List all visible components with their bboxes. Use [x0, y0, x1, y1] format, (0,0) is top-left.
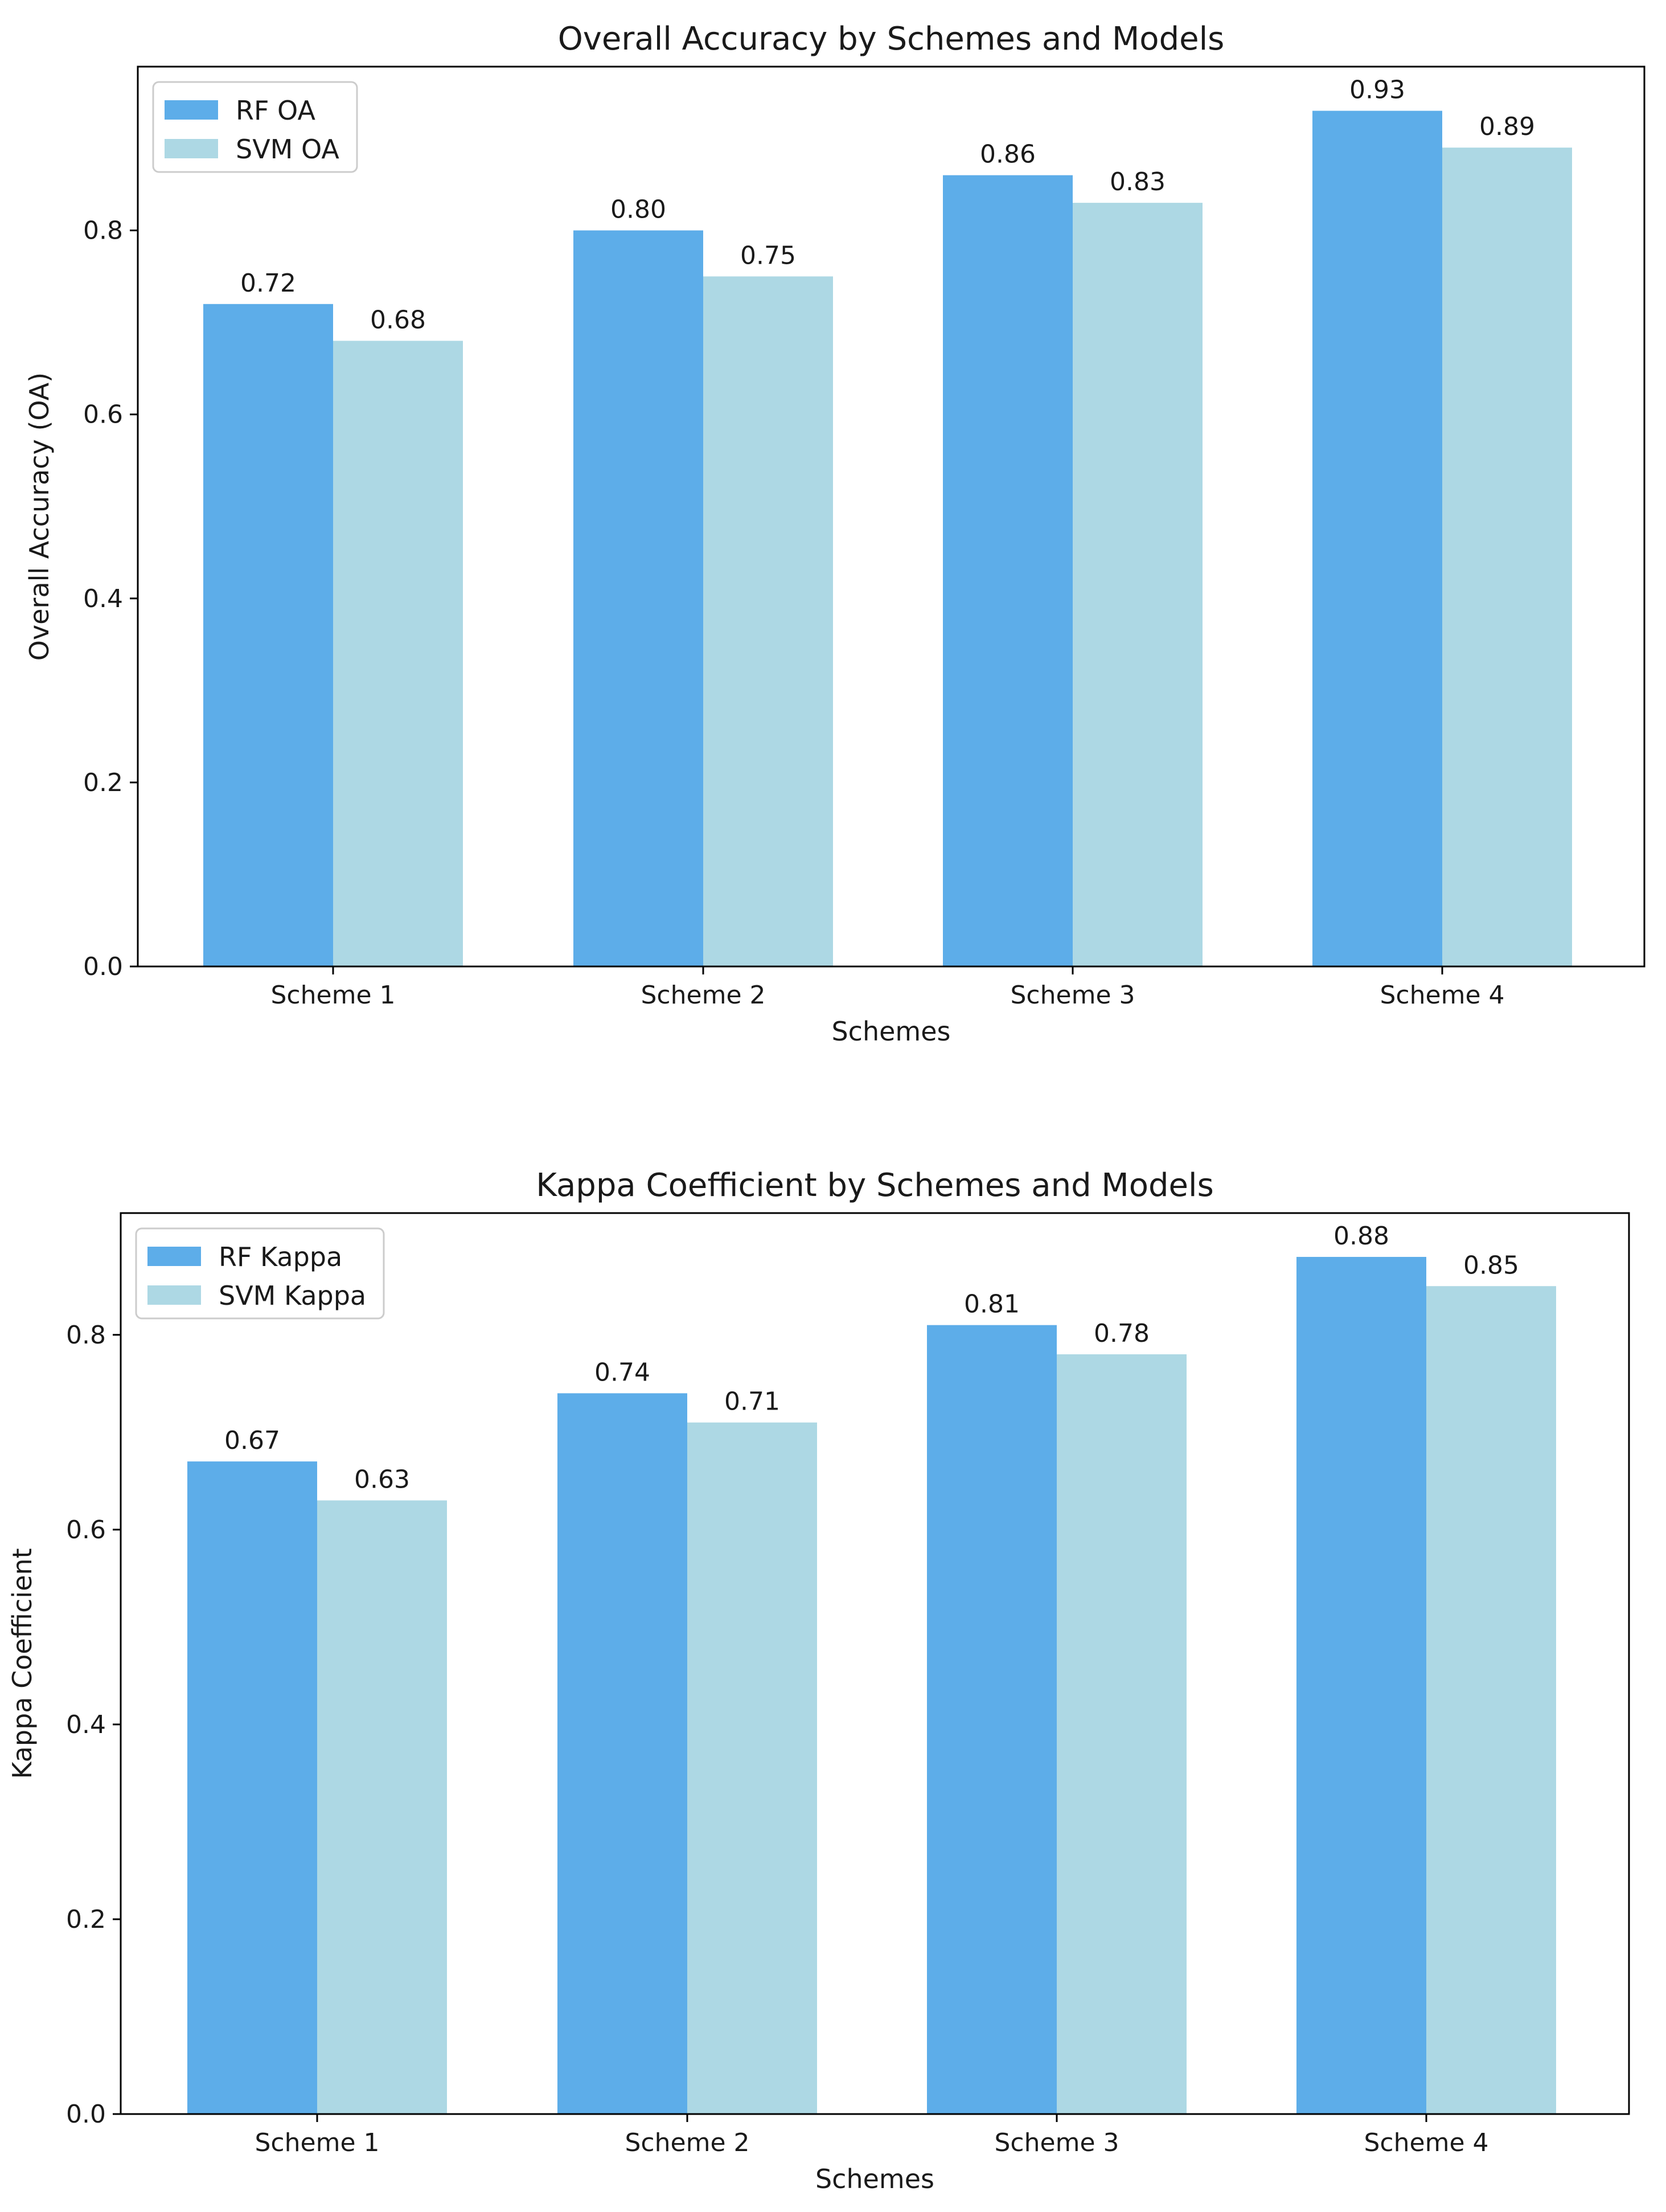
- bar-value-label: 0.81: [964, 1290, 1020, 1319]
- bar-rf-1: [203, 304, 333, 966]
- y-tick-label: 0.2: [66, 1905, 106, 1934]
- legend: RF Kappa SVM Kappa: [135, 1227, 385, 1320]
- legend-swatch: [147, 1285, 201, 1305]
- bar-svm-4: [1442, 148, 1572, 966]
- legend-label: RF Kappa: [219, 1242, 342, 1272]
- legend-swatch: [147, 1247, 201, 1266]
- bar-value-label: 0.89: [1479, 112, 1535, 141]
- bar-svm-3: [1073, 203, 1203, 966]
- legend-label: SVM OA: [236, 134, 339, 165]
- legend-swatch: [165, 139, 218, 158]
- kappa-coefficient-chart: Kappa Coefficient by Schemes and Models 0…: [7, 1167, 1630, 2194]
- bar-value-label: 0.85: [1463, 1251, 1519, 1280]
- bar-rf-1: [187, 1461, 317, 2114]
- bar-svm-2: [687, 1422, 817, 2114]
- y-tick-label: 0.0: [66, 2100, 106, 2129]
- legend-label: RF OA: [236, 95, 315, 126]
- x-tick-label: Scheme 3: [995, 2128, 1119, 2157]
- x-tick-label: Scheme 1: [255, 2128, 380, 2157]
- bar-value-label: 0.93: [1349, 76, 1405, 105]
- legend: RF OA SVM OA: [152, 81, 358, 173]
- chart-title: Kappa Coefficient by Schemes and Models: [536, 1167, 1214, 1204]
- y-tick-label: 0.8: [66, 1321, 106, 1350]
- bar-value-label: 0.67: [224, 1426, 280, 1455]
- bar-value-label: 0.86: [980, 140, 1036, 169]
- bar-value-label: 0.80: [610, 195, 666, 224]
- bar-rf-4: [1312, 110, 1442, 966]
- bar-rf-2: [573, 230, 703, 967]
- y-tick-label: 0.4: [83, 584, 123, 613]
- x-tick-label: Scheme 4: [1380, 981, 1505, 1010]
- plot-frame: [120, 1212, 1630, 2115]
- bar-value-label: 0.71: [724, 1387, 780, 1416]
- y-axis-label: Overall Accuracy (OA): [24, 372, 55, 661]
- y-tick-label: 0.8: [83, 216, 123, 245]
- bar-value-label: 0.83: [1110, 167, 1166, 196]
- bar-rf-3: [943, 175, 1073, 967]
- x-tick-label: Scheme 2: [625, 2128, 750, 2157]
- bar-svm-1: [317, 1500, 447, 2114]
- bar-value-label: 0.74: [594, 1358, 650, 1387]
- overall-accuracy-chart: Overall Accuracy by Schemes and Models 0.…: [24, 21, 1646, 1047]
- y-tick-label: 0.6: [83, 400, 123, 429]
- y-tick-label: 0.2: [83, 768, 123, 797]
- x-tick-label: Scheme 1: [271, 981, 396, 1010]
- y-axis-label: Kappa Coefficient: [7, 1548, 38, 1779]
- bar-svm-3: [1057, 1354, 1187, 2114]
- x-tick-label: Scheme 3: [1011, 981, 1135, 1010]
- bar-rf-4: [1296, 1256, 1426, 2114]
- plot-frame: [137, 65, 1646, 968]
- y-tick-label: 0.6: [66, 1515, 106, 1545]
- bar-value-label: 0.78: [1094, 1319, 1150, 1348]
- x-axis-label: Schemes: [815, 2164, 934, 2194]
- legend-swatch: [165, 100, 218, 120]
- bar-rf-2: [557, 1393, 687, 2114]
- chart-title: Overall Accuracy by Schemes and Models: [558, 21, 1225, 58]
- bar-svm-2: [703, 276, 833, 967]
- bar-value-label: 0.75: [740, 241, 796, 270]
- y-tick-label: 0.0: [83, 952, 123, 981]
- x-axis-label: Schemes: [831, 1016, 950, 1047]
- bar-value-label: 0.63: [354, 1465, 410, 1494]
- bar-svm-1: [333, 341, 463, 966]
- bar-value-label: 0.88: [1333, 1222, 1389, 1251]
- bar-rf-3: [927, 1325, 1057, 2114]
- y-tick-label: 0.4: [66, 1710, 106, 1739]
- x-tick-label: Scheme 2: [641, 981, 766, 1010]
- x-tick-label: Scheme 4: [1364, 2128, 1489, 2157]
- legend-label: SVM Kappa: [219, 1280, 366, 1311]
- bar-value-label: 0.68: [370, 305, 426, 334]
- bar-svm-4: [1426, 1286, 1556, 2114]
- bar-value-label: 0.72: [240, 269, 296, 298]
